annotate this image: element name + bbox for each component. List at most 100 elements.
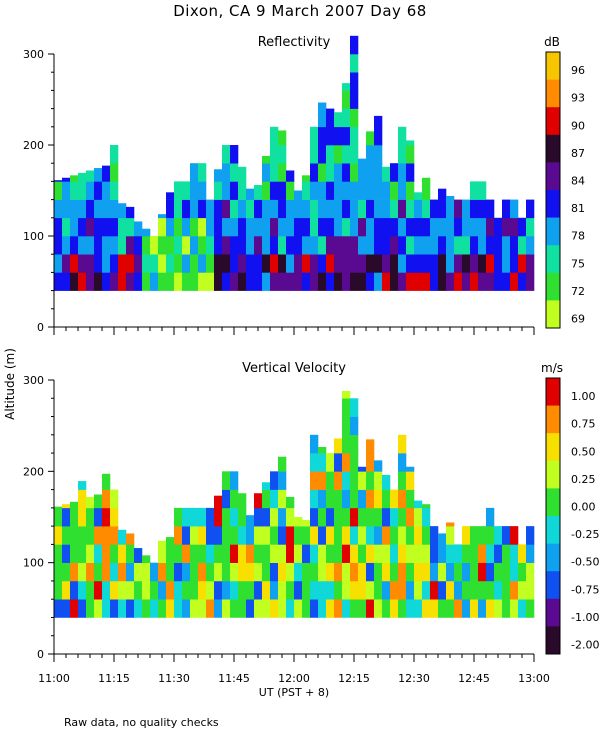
- heatmap-cell: [502, 580, 511, 600]
- heatmap-cell: [430, 599, 439, 618]
- heatmap-cell: [478, 181, 487, 200]
- heatmap-cell: [198, 163, 207, 182]
- heatmap-cell: [526, 199, 535, 219]
- heatmap-cell: [382, 507, 391, 527]
- heatmap-cell: [510, 599, 519, 618]
- heatmap-cell: [318, 145, 327, 164]
- heatmap-cell: [318, 108, 327, 128]
- x-tick-label: 12:45: [458, 672, 490, 685]
- heatmap-cell: [62, 177, 71, 182]
- heatmap-cell: [422, 177, 431, 182]
- heatmap-cell: [502, 562, 511, 582]
- heatmap-cell: [390, 526, 399, 545]
- heatmap-cell: [126, 544, 135, 563]
- heatmap-cell: [382, 272, 391, 291]
- heatmap-cell: [70, 501, 79, 509]
- heatmap-cell: [526, 254, 535, 273]
- velocity-panel: Vertical Velocity 0 100 200 300 11:00 11:15 11:…: [23, 361, 599, 699]
- heatmap-cell: [70, 175, 79, 182]
- x-tick-label: 11:00: [38, 672, 70, 685]
- colorbar-label: 69: [571, 312, 585, 325]
- heatmap-cell: [222, 254, 231, 273]
- heatmap-cell: [342, 90, 351, 109]
- heatmap-cell: [62, 181, 71, 200]
- heatmap-cell: [286, 181, 295, 200]
- heatmap-cell: [182, 580, 191, 600]
- heatmap-cell: [398, 599, 407, 618]
- heatmap-cell: [470, 544, 479, 563]
- heatmap-cell: [462, 544, 471, 563]
- heatmap-cell: [174, 562, 183, 582]
- heatmap-cell: [246, 599, 255, 618]
- heatmap-cell: [246, 580, 255, 600]
- heatmap-cell: [366, 254, 375, 273]
- heatmap-cell: [222, 272, 231, 291]
- heatmap-cell: [198, 217, 207, 237]
- heatmap-cell: [278, 507, 287, 527]
- heatmap-cell: [54, 217, 63, 237]
- heatmap-cell: [238, 272, 247, 291]
- heatmap-cell: [454, 562, 463, 582]
- heatmap-cell: [302, 217, 311, 237]
- heatmap-cell: [126, 580, 135, 600]
- heatmap-cell: [238, 181, 247, 200]
- colorbar-frame: [545, 51, 561, 329]
- heatmap-cell: [462, 580, 471, 600]
- heatmap-cell: [310, 434, 319, 454]
- colorbar-label: -0.75: [571, 583, 599, 596]
- y-tick-label: 300: [23, 374, 44, 387]
- heatmap-cell: [358, 217, 367, 237]
- heatmap-cell: [78, 489, 87, 509]
- heatmap-cell: [198, 254, 207, 273]
- heatmap-cell: [310, 471, 319, 490]
- heatmap-cell: [294, 190, 303, 200]
- heatmap-cell: [86, 562, 95, 582]
- heatmap-cell: [518, 599, 527, 618]
- colorbar-label: 0.50: [571, 445, 596, 458]
- heatmap-cell: [142, 272, 151, 291]
- heatmap-cell: [142, 236, 151, 255]
- heatmap-cell: [182, 599, 191, 618]
- heatmap-cell: [102, 562, 111, 582]
- heatmap-cell: [486, 507, 495, 527]
- heatmap-cell: [230, 544, 239, 563]
- heatmap-cell: [342, 217, 351, 237]
- heatmap-cell: [462, 272, 471, 291]
- heatmap-cell: [254, 254, 263, 273]
- heatmap-cell: [478, 254, 487, 273]
- colorbar-label: 1.00: [571, 390, 596, 403]
- heatmap-cell: [262, 155, 271, 164]
- heatmap-cell: [174, 544, 183, 563]
- colorbar-swatch: [546, 190, 560, 218]
- heatmap-cell: [310, 254, 319, 273]
- heatmap-cell: [326, 217, 335, 237]
- colorbar-unit: dB: [544, 35, 560, 49]
- heatmap-cell: [350, 217, 359, 237]
- heatmap-cell: [510, 199, 519, 219]
- heatmap-cell: [70, 181, 79, 200]
- x-tick-label: 12:15: [338, 672, 370, 685]
- heatmap-cell: [222, 181, 231, 200]
- heatmap-cell: [278, 526, 287, 545]
- heatmap-cell: [126, 599, 135, 618]
- heatmap-cell: [390, 580, 399, 600]
- heatmap-cell: [422, 507, 431, 527]
- heatmap-cell: [230, 217, 239, 237]
- heatmap-cell: [222, 562, 231, 582]
- heatmap-cell: [142, 599, 151, 618]
- heatmap-cell: [270, 471, 279, 490]
- heatmap-cell: [318, 446, 327, 454]
- heatmap-cell: [54, 180, 63, 182]
- heatmap-cell: [366, 145, 375, 164]
- heatmap-cell: [366, 453, 375, 472]
- heatmap-cell: [510, 562, 519, 582]
- heatmap-cell: [302, 199, 311, 219]
- heatmap-cell: [406, 217, 415, 237]
- colorbar-label: 75: [571, 257, 585, 270]
- heatmap-cell: [302, 272, 311, 291]
- heatmap-cell: [118, 236, 127, 255]
- heatmap-cell: [254, 507, 263, 527]
- heatmap-cell: [286, 580, 295, 600]
- heatmap-cell: [358, 471, 367, 490]
- colorbar-swatch: [546, 571, 560, 600]
